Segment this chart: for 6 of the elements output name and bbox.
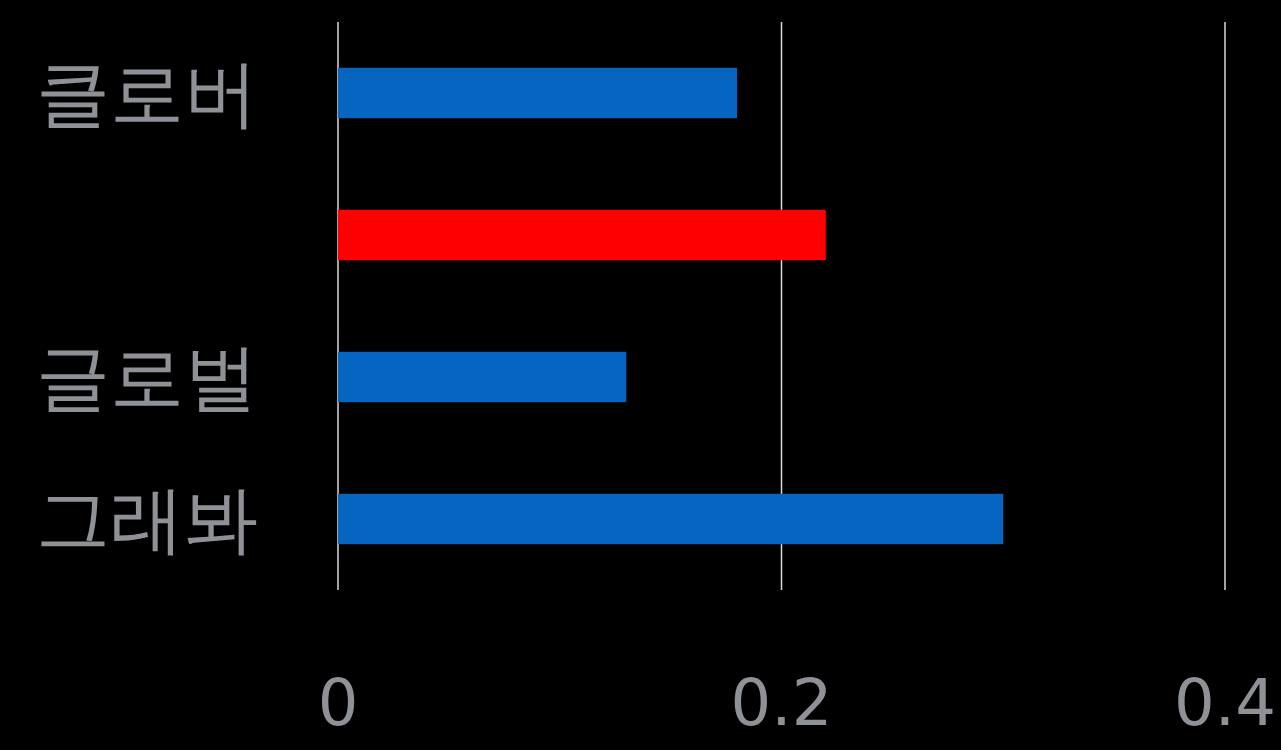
x-tick: 0.2	[730, 666, 833, 740]
x-tick: 0	[317, 666, 359, 740]
x-tick: 0.4	[1174, 666, 1276, 740]
category-label: 클로버	[36, 50, 258, 136]
category-label: 글로벌	[36, 334, 258, 420]
category-label: 그래봐	[36, 476, 258, 562]
